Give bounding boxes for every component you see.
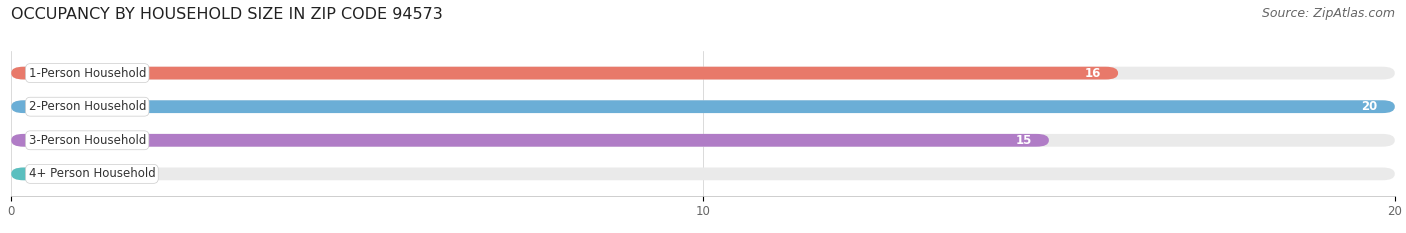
Text: OCCUPANCY BY HOUSEHOLD SIZE IN ZIP CODE 94573: OCCUPANCY BY HOUSEHOLD SIZE IN ZIP CODE … bbox=[11, 7, 443, 22]
Text: 16: 16 bbox=[1084, 67, 1101, 80]
FancyBboxPatch shape bbox=[11, 134, 1049, 147]
Text: 15: 15 bbox=[1015, 134, 1032, 147]
Text: 1-Person Household: 1-Person Household bbox=[28, 67, 146, 80]
Text: 3-Person Household: 3-Person Household bbox=[28, 134, 146, 147]
FancyBboxPatch shape bbox=[11, 100, 1395, 113]
FancyBboxPatch shape bbox=[11, 67, 1395, 79]
Text: Source: ZipAtlas.com: Source: ZipAtlas.com bbox=[1261, 7, 1395, 20]
FancyBboxPatch shape bbox=[11, 100, 1395, 113]
FancyBboxPatch shape bbox=[11, 168, 1395, 180]
FancyBboxPatch shape bbox=[11, 67, 1118, 79]
Text: 2-Person Household: 2-Person Household bbox=[28, 100, 146, 113]
Text: 20: 20 bbox=[1361, 100, 1378, 113]
FancyBboxPatch shape bbox=[11, 134, 1395, 147]
Text: 4+ Person Household: 4+ Person Household bbox=[28, 167, 155, 180]
FancyBboxPatch shape bbox=[11, 168, 49, 180]
Text: 0: 0 bbox=[59, 167, 67, 180]
